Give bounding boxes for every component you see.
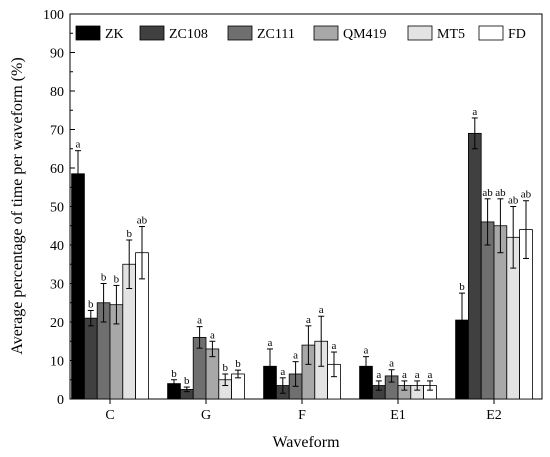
- significance-letter-ZC108-F: a: [280, 366, 285, 378]
- y-tick-label-50: 50: [50, 201, 64, 216]
- y-axis-label: Average percentage of time per waveform …: [9, 57, 26, 354]
- significance-letter-MT5-C: b: [126, 228, 132, 240]
- significance-letter-ZK-E2: b: [459, 281, 465, 293]
- bar-ZC108-E2: [467, 132, 482, 400]
- y-tick-label-100: 100: [43, 8, 64, 23]
- significance-letter-QM419-G: a: [210, 329, 215, 341]
- significance-letter-QM419-F: a: [306, 314, 311, 326]
- legend-label-ZC111: ZC111: [257, 27, 295, 42]
- legend: ZK ZC108 ZC111 QM419 MT5 FD: [75, 25, 526, 42]
- y-tick-label-60: 60: [50, 162, 64, 177]
- bar-ZC111-E2: [480, 221, 495, 400]
- legend-swatch-QM419: [313, 25, 339, 41]
- significance-letter-ZC111-F: a: [293, 350, 298, 362]
- y-tick-label-30: 30: [50, 278, 64, 293]
- error-bars-layer: [75, 117, 529, 394]
- legend-label-MT5: MT5: [437, 27, 465, 42]
- significance-letter-FD-E2: ab: [521, 189, 532, 201]
- legend-swatch-ZC108: [139, 25, 165, 41]
- legend-swatch-ZC111: [227, 25, 253, 41]
- significance-letter-ZK-F: a: [268, 337, 273, 349]
- x-tick-label-F: F: [298, 408, 306, 423]
- y-tick-label-80: 80: [50, 85, 64, 100]
- y-tick-label-0: 0: [57, 393, 64, 408]
- legend-label-FD: FD: [508, 27, 526, 42]
- legend-swatch-MT5: [407, 25, 433, 41]
- y-tick-label-20: 20: [50, 316, 64, 331]
- x-axis: C G F E1 E2: [105, 399, 502, 423]
- legend-label-ZK: ZK: [105, 27, 124, 42]
- significance-letter-ZC111-G: a: [197, 315, 202, 327]
- x-tick-label-E1: E1: [390, 408, 406, 423]
- significance-letter-QM419-E2: ab: [495, 187, 506, 199]
- significance-letter-ZC111-E2: ab: [482, 187, 493, 199]
- legend-swatch-FD: [478, 25, 504, 41]
- significance-letter-FD-C: ab: [137, 215, 148, 227]
- x-axis-label: Waveform: [272, 434, 340, 451]
- significance-letter-FD-E1: a: [428, 369, 433, 381]
- x-tick-label-E2: E2: [486, 408, 502, 423]
- significance-letter-ZC108-C: b: [88, 298, 94, 310]
- significance-letter-MT5-G: b: [222, 362, 228, 374]
- significance-letter-ZK-C: a: [76, 139, 81, 151]
- x-tick-label-C: C: [105, 408, 114, 423]
- y-tick-label-10: 10: [50, 355, 64, 370]
- significance-letter-FD-G: b: [235, 358, 241, 370]
- y-tick-label-90: 90: [50, 47, 64, 62]
- significance-letter-ZC111-C: b: [101, 272, 107, 284]
- significance-letter-ZK-E1: a: [364, 345, 369, 357]
- bar-ZC108-C: [84, 317, 98, 400]
- significance-letter-QM419-C: b: [114, 273, 120, 285]
- legend-swatch-ZK: [75, 25, 101, 41]
- significance-letter-ZC111-E1: a: [389, 358, 394, 370]
- bar-ZK-C: [71, 173, 85, 400]
- significance-letter-FD-F: a: [332, 340, 337, 352]
- bars-layer: [71, 132, 533, 400]
- y-tick-label-70: 70: [50, 124, 64, 139]
- significance-letter-ZC108-E1: a: [376, 369, 381, 381]
- significance-letter-MT5-E1: a: [415, 369, 420, 381]
- y-tick-label-40: 40: [50, 239, 64, 254]
- y-axis: 0 10 20 30 40 50 60 70 80 90 100: [43, 8, 75, 408]
- legend-label-QM419: QM419: [343, 27, 387, 42]
- significance-letter-MT5-E2: ab: [508, 195, 519, 207]
- significance-letter-ZC108-G: b: [184, 375, 190, 387]
- significance-letter-ZK-G: b: [171, 368, 177, 380]
- significance-letter-ZC108-E2: a: [472, 106, 477, 118]
- significance-letter-QM419-E1: a: [402, 369, 407, 381]
- x-tick-label-G: G: [201, 408, 211, 423]
- legend-label-ZC108: ZC108: [169, 27, 208, 42]
- significance-letter-MT5-F: a: [319, 304, 324, 316]
